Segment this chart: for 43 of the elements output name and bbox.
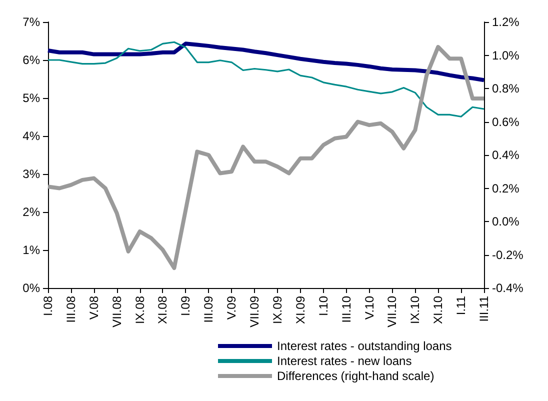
x-tick-label: XI.10 <box>431 296 446 324</box>
x-tick-label: VII.10 <box>385 296 400 328</box>
x-tick-label: I.10 <box>316 296 330 316</box>
x-tick-label: XI.09 <box>293 296 308 324</box>
y2-tick-label: -0.4% <box>492 281 524 295</box>
x-tick-label: I.08 <box>41 296 55 316</box>
y-tick-label: 4% <box>22 129 40 143</box>
x-tick-label: V.10 <box>362 296 376 320</box>
x-tick-label: V.08 <box>86 296 101 320</box>
x-tick-label: III.09 <box>202 296 216 323</box>
y2-tick-label: 0.8% <box>492 82 520 96</box>
y-tick-label: 0% <box>22 281 40 295</box>
y2-tick-label: 1.2% <box>492 15 520 29</box>
legend-label: Interest rates - outstanding loans <box>277 339 452 353</box>
x-tick-label: IX.09 <box>270 296 284 324</box>
y2-tick-label: 1.0% <box>492 48 520 62</box>
y-tick-label: 6% <box>22 53 40 67</box>
x-tick-label: I.09 <box>178 296 193 316</box>
x-tick-label: VII.09 <box>248 296 262 328</box>
y2-tick-label: 0.2% <box>492 181 520 196</box>
x-tick-label: III.10 <box>339 296 354 323</box>
x-tick-label: IX.10 <box>408 296 422 324</box>
line-series <box>46 44 486 270</box>
y-tick-label: 5% <box>22 91 40 105</box>
legend-label: Differences (right-hand scale) <box>277 369 434 383</box>
x-tick-label: I.11 <box>454 296 468 316</box>
legend-label: Interest rates - new loans <box>277 354 412 368</box>
y-tick-label: 3% <box>22 167 40 181</box>
y-tick-label: 2% <box>22 205 40 219</box>
y2-tick-label: 0.6% <box>492 114 520 129</box>
x-tick-label: III.11 <box>477 296 491 322</box>
y2-tick-label: -0.2% <box>492 248 524 262</box>
y2-tick-label: 0.4% <box>492 148 520 162</box>
y2-tick-label: 0.0% <box>492 214 520 228</box>
x-tick-label: IX.08 <box>132 296 147 324</box>
line-series <box>46 42 486 82</box>
y-tick-label: 7% <box>22 15 40 29</box>
x-tick-label: VII.08 <box>110 296 124 328</box>
y-tick-label: 1% <box>22 243 40 257</box>
x-tick-label: XI.08 <box>156 296 170 324</box>
x-tick-label: V.09 <box>224 296 239 320</box>
x-tick-label: III.08 <box>64 296 78 323</box>
line-series <box>47 41 485 118</box>
